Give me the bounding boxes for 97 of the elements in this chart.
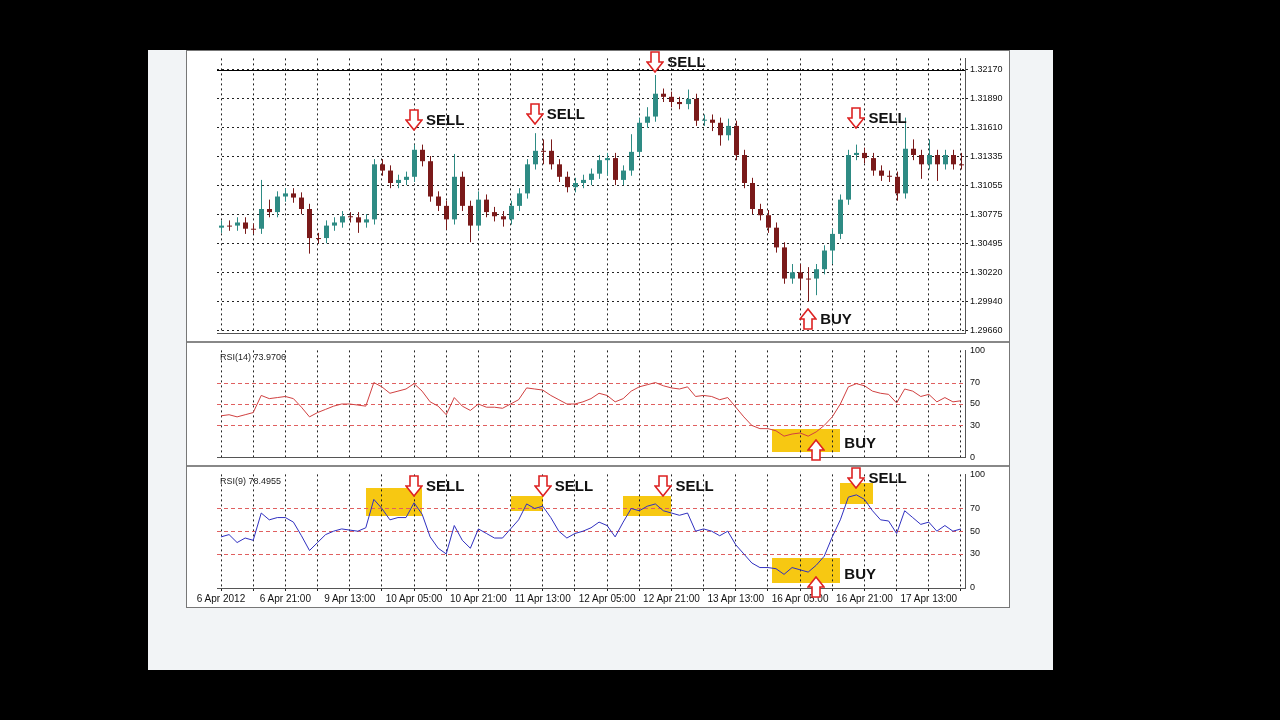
candlestick [629, 133, 634, 177]
candlestick [316, 232, 321, 244]
annotation: SELL [554, 477, 594, 495]
x-tick-label: 6 Apr 2012 [196, 592, 246, 604]
annotation: BUY [844, 434, 876, 452]
x-tick-label: 12 Apr 05:00 [578, 592, 636, 604]
candlestick [919, 149, 924, 180]
candlestick [484, 193, 489, 218]
candlestick [686, 89, 691, 110]
candlestick [726, 118, 731, 141]
candlestick [613, 152, 618, 186]
annotation: SELL [868, 469, 907, 486]
y-tick-label: 30 [970, 548, 981, 559]
candlestick [348, 211, 353, 223]
y-tick-label: 1.31610 [970, 122, 1003, 133]
candlestick [557, 158, 562, 183]
candlestick [927, 138, 932, 171]
candlestick [227, 219, 232, 232]
candlestick [830, 228, 835, 265]
y-tick-label: 1.29660 [970, 324, 1003, 335]
y-tick-label: 70 [970, 502, 981, 513]
y-tick-label: 0 [970, 582, 976, 593]
y-tick-label: 50 [970, 525, 981, 536]
candlestick [806, 266, 811, 302]
x-tick-label: 16 Apr 21:00 [836, 592, 894, 604]
candlestick [324, 219, 329, 244]
candlestick [565, 171, 570, 193]
annotation: SELL [675, 477, 714, 495]
y-tick-label: 1.31055 [970, 180, 1003, 191]
y-tick-label: 1.30495 [970, 238, 1003, 249]
candlestick [597, 154, 602, 180]
candlestick [533, 132, 538, 171]
annotation: BUY [844, 565, 876, 583]
candlestick [549, 138, 554, 171]
y-tick-label: 1.30775 [970, 209, 1003, 220]
x-tick-label: 13 Apr 13:00 [707, 592, 765, 604]
y-tick-label: 70 [970, 377, 981, 388]
candlestick [388, 164, 393, 189]
y-tick-label: 30 [970, 419, 981, 430]
y-tick-label: 100 [970, 344, 986, 355]
x-tick-label: 9 Apr 13:00 [324, 592, 376, 604]
candlestick [259, 179, 264, 235]
candlestick [420, 144, 425, 167]
candlestick [219, 219, 224, 234]
x-tick-label: 12 Apr 21:00 [643, 592, 701, 604]
annotation: SELL [667, 53, 706, 70]
candlestick [887, 170, 892, 183]
candlestick [718, 117, 723, 147]
candlestick [871, 152, 876, 177]
chart-title: RSI(14) 73.9706 [220, 352, 287, 363]
candlestick [774, 221, 779, 254]
candlestick [653, 74, 658, 123]
candlestick [444, 200, 449, 231]
candlestick [436, 190, 441, 212]
y-tick-label: 1.32170 [970, 64, 1003, 75]
annotation: SELL [868, 109, 907, 127]
candlestick [935, 149, 940, 182]
y-tick-label: 100 [970, 468, 986, 479]
candlestick [299, 191, 304, 215]
candlestick [895, 171, 900, 202]
candlestick [645, 106, 650, 129]
candlestick [694, 93, 699, 127]
annotation: SELL [426, 111, 465, 129]
candlestick [509, 200, 514, 226]
candlestick [959, 152, 964, 171]
candlestick [951, 149, 956, 171]
candlestick [702, 113, 707, 127]
candlestick [468, 200, 473, 243]
y-tick-label: 1.30220 [970, 266, 1003, 277]
y-tick-label: 1.31890 [970, 93, 1003, 104]
candlestick [605, 152, 610, 177]
candlestick [541, 138, 546, 165]
candlestick [621, 164, 626, 186]
candlestick [790, 263, 795, 285]
y-tick-label: 1.31335 [970, 151, 1003, 162]
chart-title: RSI(9) 78.4955 [220, 476, 282, 487]
candlestick [517, 187, 522, 212]
candlestick [798, 263, 803, 291]
candlestick [251, 223, 256, 235]
candlestick [766, 209, 771, 234]
x-tick-label: 10 Apr 05:00 [385, 592, 443, 604]
annotation: SELL [426, 477, 465, 495]
x-tick-label: 6 Apr 21:00 [259, 592, 312, 604]
annotation: BUY [820, 309, 852, 327]
y-tick-label: 0 [970, 452, 976, 463]
x-tick-label: 10 Apr 21:00 [450, 592, 508, 604]
candlestick [275, 190, 280, 218]
candlestick [356, 211, 361, 234]
annotation: SELL [546, 104, 586, 122]
candlestick [911, 138, 916, 161]
candlestick [814, 263, 819, 296]
x-tick-label: 11 Apr 13:00 [514, 592, 572, 604]
candlestick [822, 244, 827, 275]
candlestick [943, 149, 948, 171]
y-tick-label: 50 [970, 398, 981, 409]
y-tick-label: 1.29940 [970, 295, 1003, 306]
x-tick-label: 17 Apr 13:00 [900, 592, 958, 604]
